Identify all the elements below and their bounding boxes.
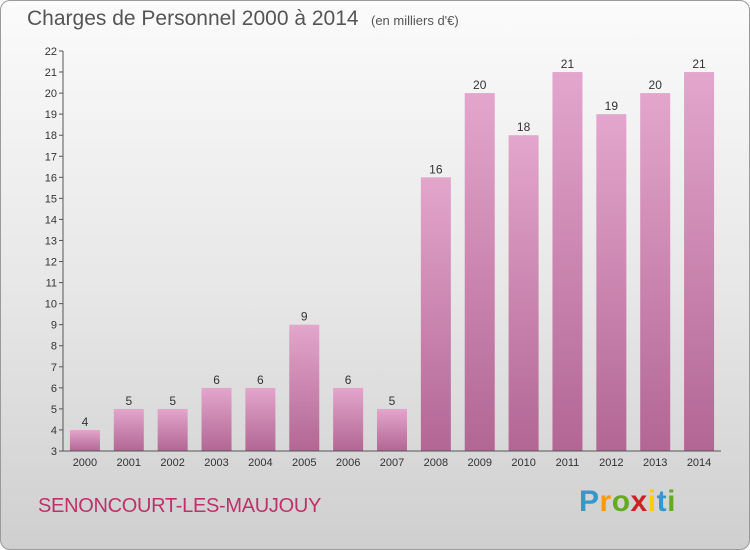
y-tick-label: 14: [45, 214, 57, 226]
y-tick-label: 22: [45, 46, 57, 58]
bar: [113, 408, 144, 451]
y-tick-label: 8: [51, 341, 57, 353]
data-label: 4: [82, 415, 89, 429]
bar: [684, 72, 715, 451]
data-label: 21: [692, 57, 706, 71]
commune-name: SENONCOURT-LES-MAUJOUY: [38, 495, 322, 517]
bar: [464, 93, 495, 452]
bar: [552, 72, 583, 451]
y-tick-label: 5: [51, 404, 57, 416]
data-label: 20: [473, 78, 487, 92]
bar: [508, 135, 539, 452]
logo-letter: i: [647, 485, 657, 518]
data-label: 16: [429, 162, 443, 176]
logo-letter: o: [611, 485, 631, 518]
data-label: 18: [517, 120, 531, 134]
y-tick-label: 19: [45, 109, 57, 121]
proxiti-logo: Proxiti: [579, 485, 676, 519]
bar: [640, 93, 671, 452]
x-tick-label: 2003: [204, 457, 228, 469]
logo-letter: x: [630, 485, 648, 518]
bars-group: [69, 72, 715, 452]
y-tick-label: 20: [45, 88, 57, 100]
x-tick-label: 2007: [380, 457, 404, 469]
y-tick-label: 4: [51, 425, 57, 437]
bar: [69, 429, 100, 451]
y-tick-label: 21: [45, 67, 57, 79]
chart-subtitle: (en milliers d'€): [371, 13, 459, 28]
y-tick-label: 18: [45, 130, 57, 142]
y-tick-label: 12: [45, 257, 57, 269]
data-label: 21: [561, 57, 575, 71]
data-label: 9: [301, 310, 308, 324]
bar: [201, 387, 232, 451]
bar: [377, 408, 407, 451]
logo-letter: i: [667, 485, 676, 518]
data-label: 6: [345, 373, 352, 387]
x-tick-label: 2009: [467, 457, 491, 469]
x-tick-label: 2013: [643, 457, 667, 469]
data-label: 6: [257, 373, 264, 387]
y-tick-label: 9: [51, 320, 57, 332]
x-tick-label: 2005: [292, 457, 316, 469]
x-tick-label: 2008: [424, 457, 448, 469]
bar: [157, 408, 188, 451]
data-label: 6: [213, 373, 220, 387]
x-tick-label: 2006: [336, 457, 360, 469]
x-axis: 2000 2001 2002 2003 2004 2005 2006 2007 2008 2009…: [63, 450, 721, 469]
y-tick-label: 6: [51, 383, 57, 395]
logo-letter: P: [579, 485, 600, 518]
data-labels: 4 5 5 6 6 9 6 5 16 20 18 21 19 20 21: [82, 57, 706, 429]
bar: [333, 387, 364, 451]
x-tick-label: 2014: [687, 457, 711, 469]
y-tick-label: 15: [45, 193, 57, 205]
y-tick-label: 10: [45, 299, 57, 311]
y-axis: 3 4 5 6 7 8 9 10 11 12 13 14 15 16 17 18 19 20 21 22: [45, 46, 64, 458]
data-label: 20: [649, 78, 663, 92]
x-tick-label: 2011: [556, 457, 580, 469]
logo-letter: r: [599, 485, 612, 518]
x-tick-label: 2012: [599, 457, 623, 469]
bar: [420, 177, 451, 451]
bar: [596, 114, 627, 451]
data-label: 5: [169, 394, 176, 408]
x-tick-label: 2010: [511, 457, 535, 469]
x-tick-label: 2001: [117, 457, 141, 469]
x-tick-label: 2000: [73, 457, 97, 469]
data-label: 5: [389, 394, 396, 408]
y-tick-label: 7: [51, 362, 57, 374]
data-label: 5: [125, 394, 132, 408]
bar: [289, 324, 320, 451]
y-tick-label: 13: [45, 235, 57, 247]
bar: [245, 387, 276, 451]
x-tick-label: 2002: [160, 457, 184, 469]
y-tick-label: 3: [51, 446, 57, 458]
y-tick-label: 17: [45, 151, 57, 163]
y-tick-label: 16: [45, 172, 57, 184]
y-tick-label: 11: [46, 278, 57, 290]
x-tick-label: 2004: [248, 457, 272, 469]
chart-title: Charges de Personnel 2000 à 2014: [27, 7, 359, 30]
logo-letter: t: [656, 485, 668, 518]
data-label: 19: [605, 99, 619, 113]
